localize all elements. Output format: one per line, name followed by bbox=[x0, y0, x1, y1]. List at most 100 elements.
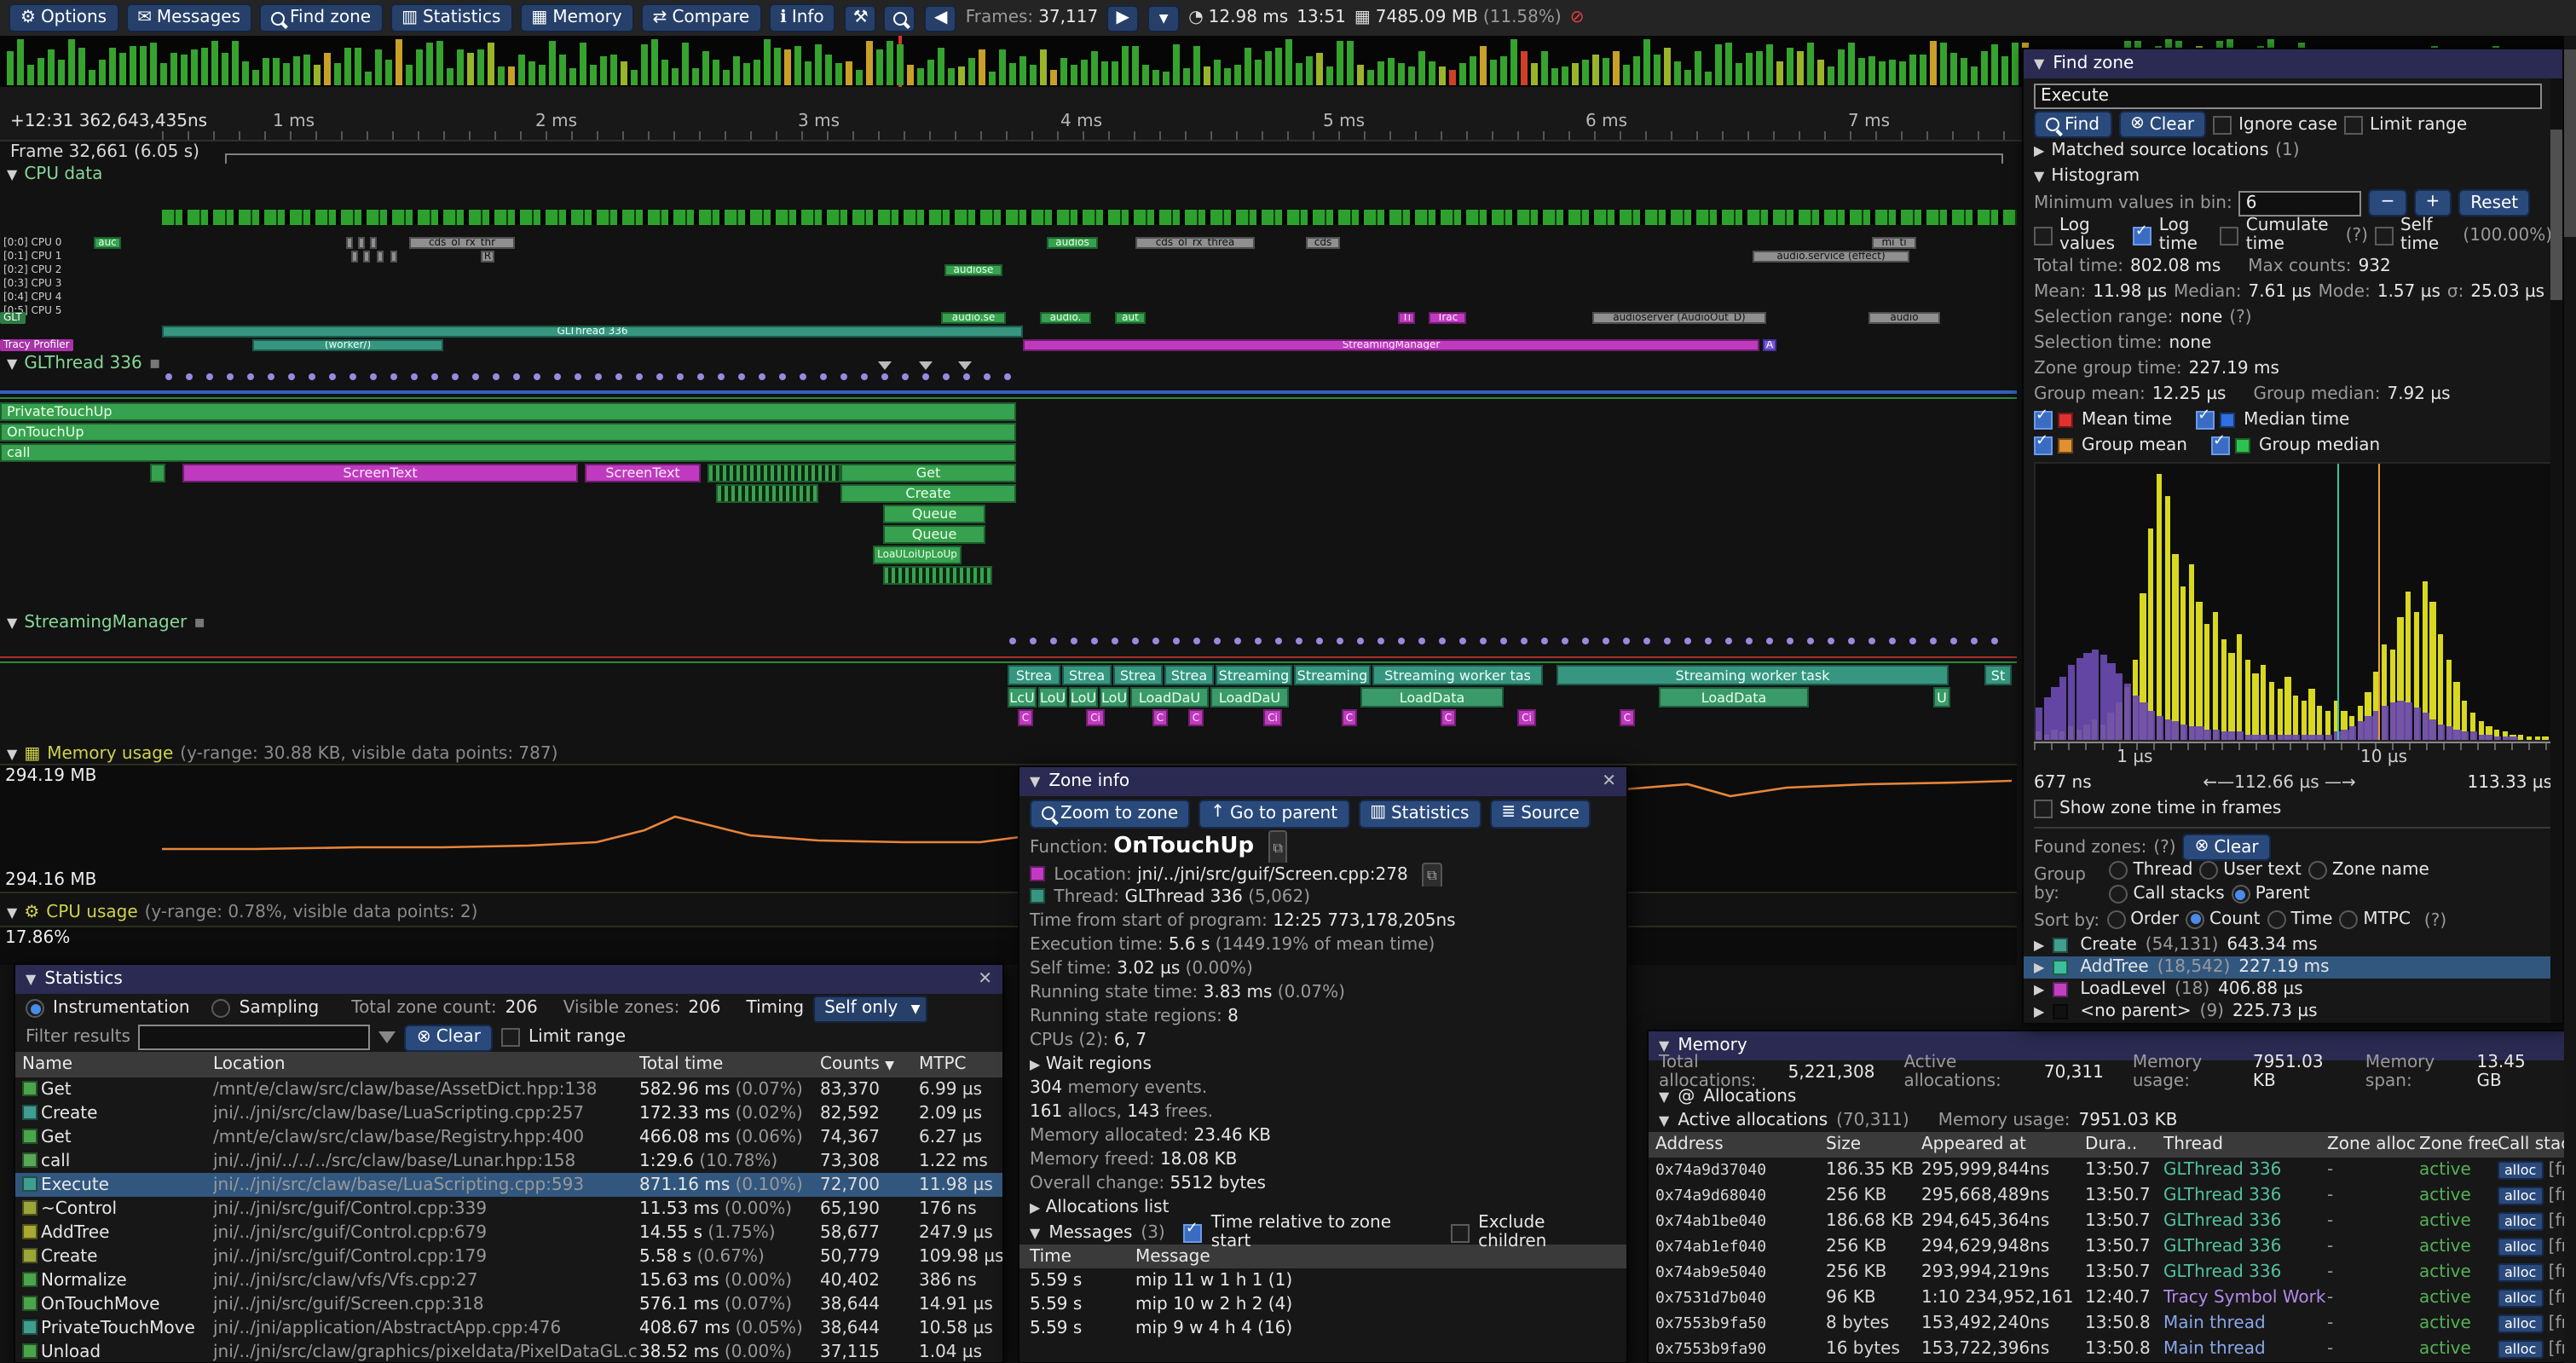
thread-options-icon[interactable] bbox=[149, 355, 161, 373]
instrumentation-radio[interactable] bbox=[26, 999, 44, 1018]
frame-bar[interactable] bbox=[109, 47, 116, 85]
frame-bar[interactable] bbox=[48, 49, 55, 85]
timeline-zone[interactable]: C bbox=[1018, 709, 1033, 726]
clear-button[interactable]: Clear bbox=[404, 1024, 493, 1051]
timeline-zone[interactable] bbox=[883, 566, 992, 585]
histogram-bar[interactable] bbox=[2462, 700, 2468, 740]
frame-bar[interactable] bbox=[1357, 65, 1364, 85]
message-dot[interactable] bbox=[984, 373, 991, 380]
frame-bar[interactable] bbox=[1296, 63, 1302, 85]
message-dot[interactable] bbox=[1004, 373, 1011, 380]
clear-button[interactable]: Clear bbox=[2118, 111, 2207, 138]
message-dot[interactable] bbox=[1357, 638, 1364, 644]
message-dot[interactable] bbox=[206, 373, 213, 380]
histogram[interactable]: 1 µs 10 µs bbox=[2034, 462, 2552, 767]
frame-bar[interactable] bbox=[1541, 51, 1548, 85]
frame-marker-row[interactable]: Frame 32,661 (6.05 s) bbox=[0, 143, 2020, 165]
frame-bar[interactable] bbox=[140, 46, 147, 85]
go-to-parent-button[interactable]: Go to parent bbox=[1198, 799, 1350, 828]
message-dot[interactable] bbox=[227, 373, 234, 380]
message-dot[interactable] bbox=[861, 373, 868, 380]
frame-bar[interactable] bbox=[170, 53, 177, 85]
message-dot[interactable] bbox=[1930, 638, 1937, 644]
allocation-row[interactable]: 0x7553b9fa90 16 bytes 153,722,396ns 13:50.8… bbox=[1649, 1337, 2574, 1362]
zone-marker[interactable] bbox=[919, 361, 933, 370]
message-dot[interactable] bbox=[1173, 638, 1180, 644]
thread-options-icon[interactable] bbox=[193, 615, 205, 632]
zone-marker[interactable] bbox=[878, 361, 892, 370]
frame-bar[interactable] bbox=[1531, 63, 1538, 85]
zone-info-title-bar[interactable]: Zone info bbox=[1019, 767, 1626, 796]
frame-bar[interactable] bbox=[78, 47, 85, 85]
group-by-zone-name[interactable]: Zone name bbox=[2307, 861, 2429, 880]
frame-bar[interactable] bbox=[528, 61, 535, 85]
frame-bar[interactable] bbox=[835, 62, 842, 85]
cumulate-time-checkbox[interactable] bbox=[2220, 226, 2239, 245]
legend-checkbox[interactable] bbox=[2196, 407, 2215, 430]
timeline-zone[interactable]: Ci bbox=[1263, 709, 1282, 726]
histogram-bar[interactable] bbox=[2365, 692, 2371, 740]
timeline-zone[interactable]: aut bbox=[1115, 312, 1146, 324]
frame-bar[interactable] bbox=[242, 61, 249, 85]
thread-name[interactable]: GLThread 336 bbox=[1124, 888, 1243, 907]
frame-bar[interactable] bbox=[314, 64, 321, 85]
frame-bar[interactable] bbox=[1961, 57, 1967, 85]
frame-bar[interactable] bbox=[1971, 66, 1978, 85]
frame-bar[interactable] bbox=[1981, 50, 1988, 85]
message-dot[interactable] bbox=[268, 373, 274, 380]
frame-bar[interactable] bbox=[344, 48, 351, 85]
message-dot[interactable] bbox=[493, 373, 500, 380]
toolbar-button-messages[interactable]: ✉ Messages bbox=[125, 3, 252, 32]
message-dot[interactable] bbox=[1541, 638, 1548, 644]
message-dot[interactable] bbox=[329, 373, 336, 380]
timeline-zone[interactable]: C bbox=[1152, 709, 1168, 726]
toolbar-button-info[interactable]: ℹ Info bbox=[768, 3, 836, 32]
statistics-row[interactable]: Create jni/../jni/src/claw/base/LuaScript… bbox=[15, 1101, 1002, 1125]
frame-bar[interactable] bbox=[518, 55, 525, 85]
frame-bar[interactable] bbox=[1112, 61, 1118, 85]
histogram-bar[interactable] bbox=[2156, 474, 2163, 740]
timeline-zone[interactable]: Strea bbox=[1062, 665, 1112, 685]
frame-bar[interactable] bbox=[1899, 61, 1906, 85]
frame-bar[interactable] bbox=[1909, 55, 1916, 85]
frame-bar[interactable] bbox=[2001, 56, 2008, 85]
frame-bar[interactable] bbox=[856, 70, 863, 85]
histogram-bar[interactable] bbox=[2277, 689, 2283, 740]
message-dot[interactable] bbox=[554, 373, 561, 380]
statistics-row[interactable]: Get/mnt/e/claw/src/claw/base/Registry.hp… bbox=[15, 1125, 1002, 1149]
frame-bar[interactable] bbox=[1459, 62, 1466, 85]
active-allocations-toggle[interactable]: Active allocations (70,311) Memory usage… bbox=[1649, 1108, 2574, 1132]
message-dot[interactable] bbox=[718, 373, 725, 380]
frame-bar[interactable] bbox=[1551, 67, 1558, 85]
limit-range-checkbox[interactable] bbox=[501, 1028, 520, 1047]
frame-bar[interactable] bbox=[1500, 56, 1507, 85]
histogram-bar[interactable] bbox=[2493, 729, 2500, 740]
cpu-usage-plot[interactable] bbox=[0, 926, 2017, 965]
frame-bar[interactable] bbox=[7, 51, 14, 85]
timeline-zone[interactable]: OnTouchUp bbox=[0, 423, 1016, 442]
frame-bar[interactable] bbox=[1470, 56, 1476, 85]
frame-bar[interactable] bbox=[979, 49, 985, 85]
sort-by-mtpc[interactable]: MTPC bbox=[2339, 910, 2411, 928]
message-dot[interactable] bbox=[1684, 638, 1691, 644]
frame-bar[interactable] bbox=[119, 52, 126, 85]
frame-bar[interactable] bbox=[1848, 42, 1855, 85]
memory-usage-plot-header[interactable]: Memory usage (y-range: 30.88 KB, visible… bbox=[7, 745, 557, 764]
callstack-alloc-button[interactable]: alloc bbox=[2498, 1263, 2544, 1282]
frame-bar[interactable] bbox=[672, 67, 679, 85]
histogram-bar[interactable] bbox=[2164, 495, 2170, 740]
frame-bar[interactable] bbox=[1991, 43, 1998, 85]
frame-bar[interactable] bbox=[1674, 61, 1681, 85]
frame-bar[interactable] bbox=[1439, 66, 1446, 85]
message-dot[interactable] bbox=[595, 373, 602, 380]
callstack-alloc-button[interactable]: alloc bbox=[2498, 1212, 2544, 1231]
frame-bar[interactable] bbox=[846, 61, 852, 85]
found-zones-clear-button[interactable]: Clear bbox=[2182, 834, 2271, 861]
frame-bar[interactable] bbox=[897, 43, 904, 85]
timing-dropdown[interactable]: Self only bbox=[812, 995, 927, 1022]
message-dot[interactable] bbox=[1705, 638, 1712, 644]
close-icon[interactable] bbox=[978, 970, 992, 989]
frame-bar[interactable] bbox=[1337, 40, 1343, 85]
legend-checkbox[interactable] bbox=[2210, 433, 2230, 455]
timeline-zone[interactable]: Streaming worker task bbox=[1557, 665, 1949, 685]
